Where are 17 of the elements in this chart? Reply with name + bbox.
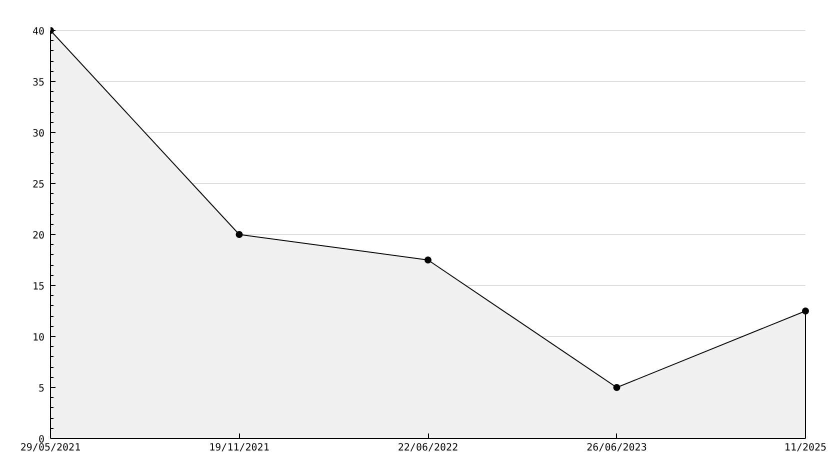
point — [424, 256, 432, 264]
x-tick-label: 29/05/2021 — [20, 442, 81, 454]
y-tick-label: 40 — [32, 26, 45, 38]
x-tick-label: 26/06/2023 — [586, 442, 647, 454]
point — [802, 308, 809, 314]
x-tick-label: 22/06/2022 — [398, 442, 458, 454]
x-tick-label: 11/2025 — [784, 442, 827, 454]
point — [613, 384, 620, 391]
y-tick-label: 25 — [32, 180, 45, 190]
y-tick-label: 20 — [32, 230, 45, 242]
x-tick-label: 19/11/2021 — [209, 442, 270, 454]
y-tick-label: 15 — [32, 282, 45, 292]
y-tick-label: 10 — [32, 332, 45, 344]
y-tick-label: 35 — [32, 78, 45, 88]
point — [236, 231, 243, 238]
y-tick-label: 30 — [32, 128, 45, 140]
y-tick-label: 5 — [38, 384, 45, 394]
